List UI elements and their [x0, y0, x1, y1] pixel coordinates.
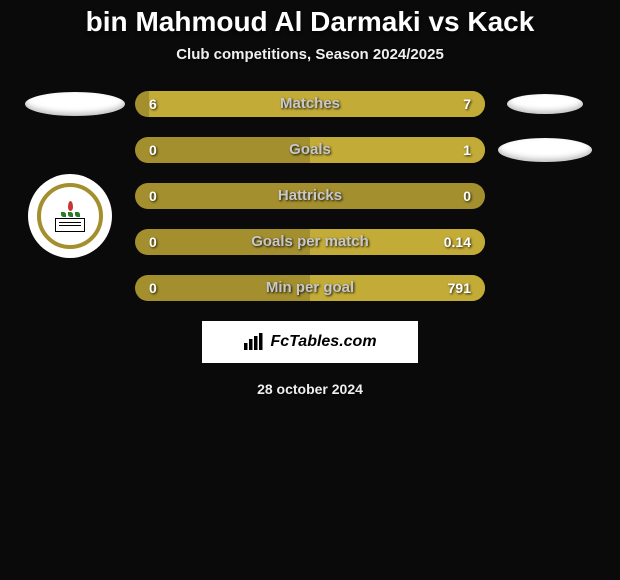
- team-left-logo: [28, 174, 112, 258]
- stat-row: 0791Min per goal: [0, 275, 620, 301]
- stat-bar: 0791Min per goal: [135, 275, 485, 301]
- date-text: 28 october 2024: [0, 381, 620, 397]
- stat-bar: 67Matches: [135, 91, 485, 117]
- stat-label: Goals: [135, 137, 485, 163]
- stat-bar: 00Hattricks: [135, 183, 485, 209]
- stat-label: Goals per match: [135, 229, 485, 255]
- page-title: bin Mahmoud Al Darmaki vs Kack: [0, 0, 620, 46]
- stat-label: Min per goal: [135, 275, 485, 301]
- page-subtitle: Club competitions, Season 2024/2025: [0, 46, 620, 91]
- left-badge-slot: [15, 92, 135, 116]
- comparison-infographic: bin Mahmoud Al Darmaki vs Kack Club comp…: [0, 0, 620, 397]
- stat-bar: 00.14Goals per match: [135, 229, 485, 255]
- player-right-coin: [507, 94, 583, 114]
- bar-chart-icon: [243, 333, 265, 351]
- stat-label: Matches: [135, 91, 485, 117]
- stat-row: 67Matches: [0, 91, 620, 117]
- stat-label: Hattricks: [135, 183, 485, 209]
- brand-text: FcTables.com: [270, 333, 376, 351]
- stat-row: 01Goals: [0, 137, 620, 163]
- team-right-coin: [498, 138, 592, 162]
- right-badge-slot: [485, 138, 605, 162]
- brand-badge: FcTables.com: [202, 321, 418, 363]
- right-badge-slot: [485, 94, 605, 114]
- stat-bar: 01Goals: [135, 137, 485, 163]
- player-left-coin: [25, 92, 125, 116]
